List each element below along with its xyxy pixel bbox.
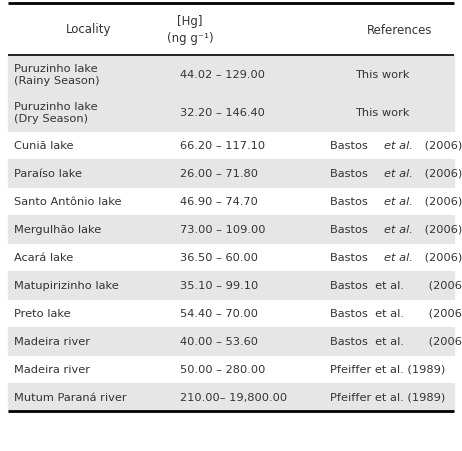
Text: (2006): (2006) (421, 141, 462, 151)
Text: Acará lake: Acará lake (14, 253, 73, 262)
Text: (2006): (2006) (426, 281, 462, 290)
Text: et al.: et al. (383, 253, 413, 262)
Text: Mergulhão lake: Mergulhão lake (14, 225, 101, 235)
Text: et al.: et al. (383, 225, 413, 235)
Text: Santo Antônio lake: Santo Antônio lake (14, 197, 122, 207)
Bar (8, 216, 454, 244)
Text: [Hg]
(ng g⁻¹): [Hg] (ng g⁻¹) (167, 15, 213, 45)
Text: 35.10 – 99.10: 35.10 – 99.10 (180, 281, 258, 290)
Text: 54.40 – 70.00: 54.40 – 70.00 (180, 308, 258, 318)
Text: (2006): (2006) (421, 197, 462, 207)
Text: (2006): (2006) (421, 225, 462, 235)
Text: Bastos: Bastos (330, 169, 371, 179)
Text: Madeira river: Madeira river (14, 364, 90, 374)
Text: Pfeiffer et al. (1989): Pfeiffer et al. (1989) (330, 364, 445, 374)
Text: 36.50 – 60.00: 36.50 – 60.00 (180, 253, 258, 262)
Text: This work: This work (355, 70, 409, 80)
Text: 210.00– 19,800.00: 210.00– 19,800.00 (180, 392, 287, 402)
Text: (2006): (2006) (421, 169, 462, 179)
Text: et al.: et al. (383, 141, 413, 151)
Text: Preto lake: Preto lake (14, 308, 71, 318)
Text: 66.20 – 117.10: 66.20 – 117.10 (180, 141, 265, 151)
Text: 26.00 – 71.80: 26.00 – 71.80 (180, 169, 258, 179)
Text: 46.90 – 74.70: 46.90 – 74.70 (180, 197, 258, 207)
Text: This work: This work (355, 108, 409, 118)
Text: Puruzinho lake
(Dry Season): Puruzinho lake (Dry Season) (14, 101, 97, 124)
Text: Bastos  et al.: Bastos et al. (330, 308, 404, 318)
Bar (8, 327, 454, 355)
Text: 44.02 – 129.00: 44.02 – 129.00 (180, 70, 265, 80)
Text: Bastos: Bastos (330, 225, 371, 235)
Text: Puruzinho lake
(Rainy Season): Puruzinho lake (Rainy Season) (14, 64, 99, 86)
Bar (8, 56, 454, 94)
Text: et al.: et al. (383, 169, 413, 179)
Text: Bastos: Bastos (330, 197, 371, 207)
Text: Bastos  et al.: Bastos et al. (330, 281, 404, 290)
Text: (2006): (2006) (426, 308, 462, 318)
Text: Bastos: Bastos (330, 253, 371, 262)
Text: References: References (367, 23, 433, 37)
Text: Pfeiffer et al. (1989): Pfeiffer et al. (1989) (330, 392, 445, 402)
Text: Matupirizinho lake: Matupirizinho lake (14, 281, 119, 290)
Text: Mutum Paraná river: Mutum Paraná river (14, 392, 127, 402)
Bar (8, 94, 454, 132)
Text: Locality: Locality (66, 23, 112, 37)
Text: (2006): (2006) (421, 253, 462, 262)
Text: Bastos: Bastos (330, 141, 371, 151)
Text: et al.: et al. (383, 197, 413, 207)
Bar (8, 272, 454, 299)
Text: 73.00 – 109.00: 73.00 – 109.00 (180, 225, 266, 235)
Bar (8, 383, 454, 411)
Text: (2006): (2006) (426, 336, 462, 346)
Text: Paraíso lake: Paraíso lake (14, 169, 82, 179)
Bar (8, 160, 454, 188)
Text: 40.00 – 53.60: 40.00 – 53.60 (180, 336, 258, 346)
Text: Cuniã lake: Cuniã lake (14, 141, 73, 151)
Text: 50.00 – 280.00: 50.00 – 280.00 (180, 364, 265, 374)
Text: 32.20 – 146.40: 32.20 – 146.40 (180, 108, 265, 118)
Text: Madeira river: Madeira river (14, 336, 90, 346)
Text: Bastos  et al.: Bastos et al. (330, 336, 404, 346)
